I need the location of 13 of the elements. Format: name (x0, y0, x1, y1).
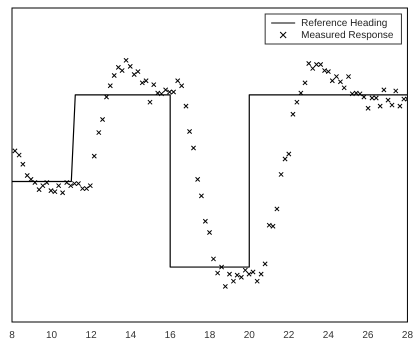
x-tick-label: 22 (283, 330, 295, 341)
x-tick-label: 20 (244, 330, 256, 341)
x-tick-label: 14 (125, 330, 137, 341)
x-tick-label: 24 (322, 330, 334, 341)
x-tick-label: 18 (204, 330, 216, 341)
x-tick-label: 16 (164, 330, 176, 341)
x-tick-label: 26 (362, 330, 374, 341)
legend-label: Measured Response (301, 30, 394, 41)
legend-label: Reference Heading (301, 18, 388, 29)
x-tick-label: 8 (9, 330, 16, 341)
x-tick-label: 10 (46, 330, 58, 341)
x-tick-label: 12 (86, 330, 98, 341)
x-tick-label: 28 (402, 330, 414, 341)
